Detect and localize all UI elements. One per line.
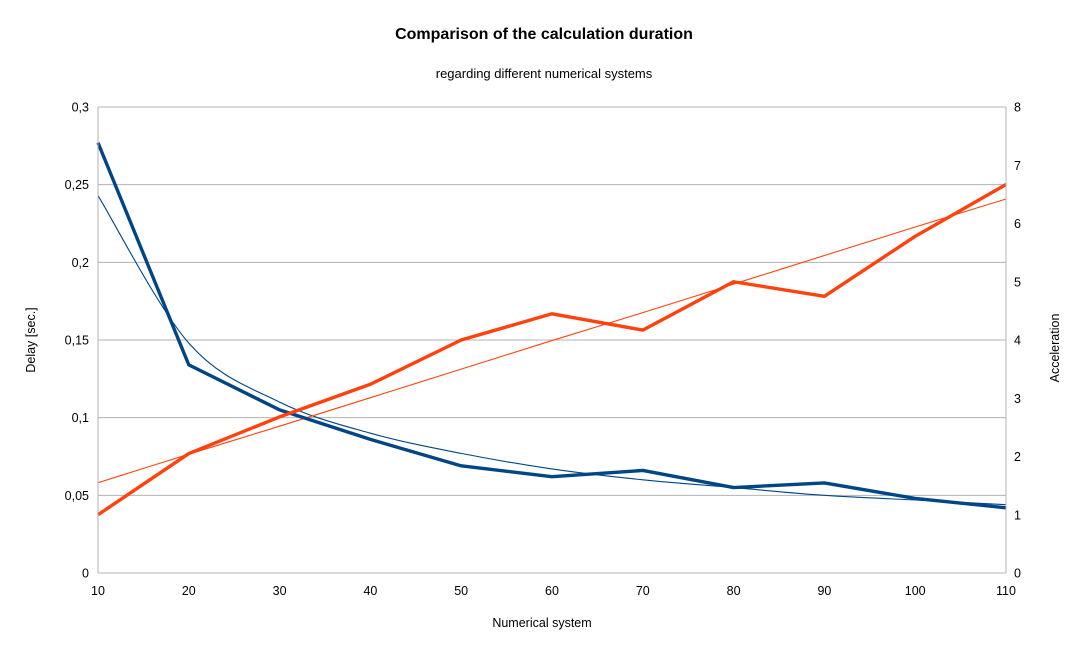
y2-tick-label: 4	[1014, 334, 1021, 348]
y-axis-label: Delay [sec.]	[24, 307, 38, 372]
power-trendline	[97, 195, 1007, 506]
y2-tick-label: 0	[1014, 567, 1021, 581]
linear-trendline	[97, 198, 1007, 484]
y-tick-label: 0,05	[65, 489, 89, 503]
y-tick-label: 0,1	[72, 411, 89, 425]
y2-tick-label: 2	[1014, 450, 1021, 464]
x-tick-label: 80	[727, 584, 741, 598]
x-tick-labels: 10 20 30 40 50 60 70 80 90 100 110	[91, 584, 1016, 598]
chart-subtitle: regarding different numerical systems	[436, 66, 653, 81]
y2-axis-label: Acceleration	[1048, 314, 1062, 383]
x-tick-label: 110	[996, 584, 1016, 598]
x-tick-label: 60	[545, 584, 559, 598]
y2-tick-label: 8	[1014, 101, 1021, 115]
x-tick-label: 20	[182, 584, 196, 598]
series-lines	[96, 142, 1007, 517]
x-tick-label: 10	[91, 584, 105, 598]
x-tick-label: 90	[817, 584, 831, 598]
y-tick-label: 0	[82, 567, 89, 581]
y2-tick-label: 1	[1014, 508, 1021, 522]
y2-tick-label: 5	[1014, 275, 1021, 289]
acceleration-series-line	[97, 182, 1007, 517]
trendlines	[97, 195, 1007, 506]
x-tick-label: 30	[273, 584, 287, 598]
y-tick-label: 0,25	[65, 178, 89, 192]
y2-tick-label: 7	[1014, 159, 1021, 173]
y2-tick-labels: 0 1 2 3 4 5 6 7 8	[1014, 101, 1021, 581]
x-axis-label: Numerical system	[492, 616, 591, 630]
x-tick-label: 50	[454, 584, 468, 598]
gridlines	[98, 106, 1006, 496]
y-tick-label: 0,3	[72, 101, 89, 115]
y-tick-label: 0,2	[72, 256, 89, 270]
y2-tick-label: 3	[1014, 392, 1021, 406]
chart-title: Comparison of the calculation duration	[395, 26, 693, 43]
delay-series-line	[96, 142, 1007, 510]
x-tick-label: 40	[363, 584, 377, 598]
x-tick-label: 70	[636, 584, 650, 598]
x-tick-label: 100	[905, 584, 926, 598]
y-tick-label: 0,15	[65, 334, 89, 348]
y2-tick-label: 6	[1014, 217, 1021, 231]
y-tick-labels: 0 0,05 0,1 0,15 0,2 0,25 0,3	[65, 101, 89, 581]
